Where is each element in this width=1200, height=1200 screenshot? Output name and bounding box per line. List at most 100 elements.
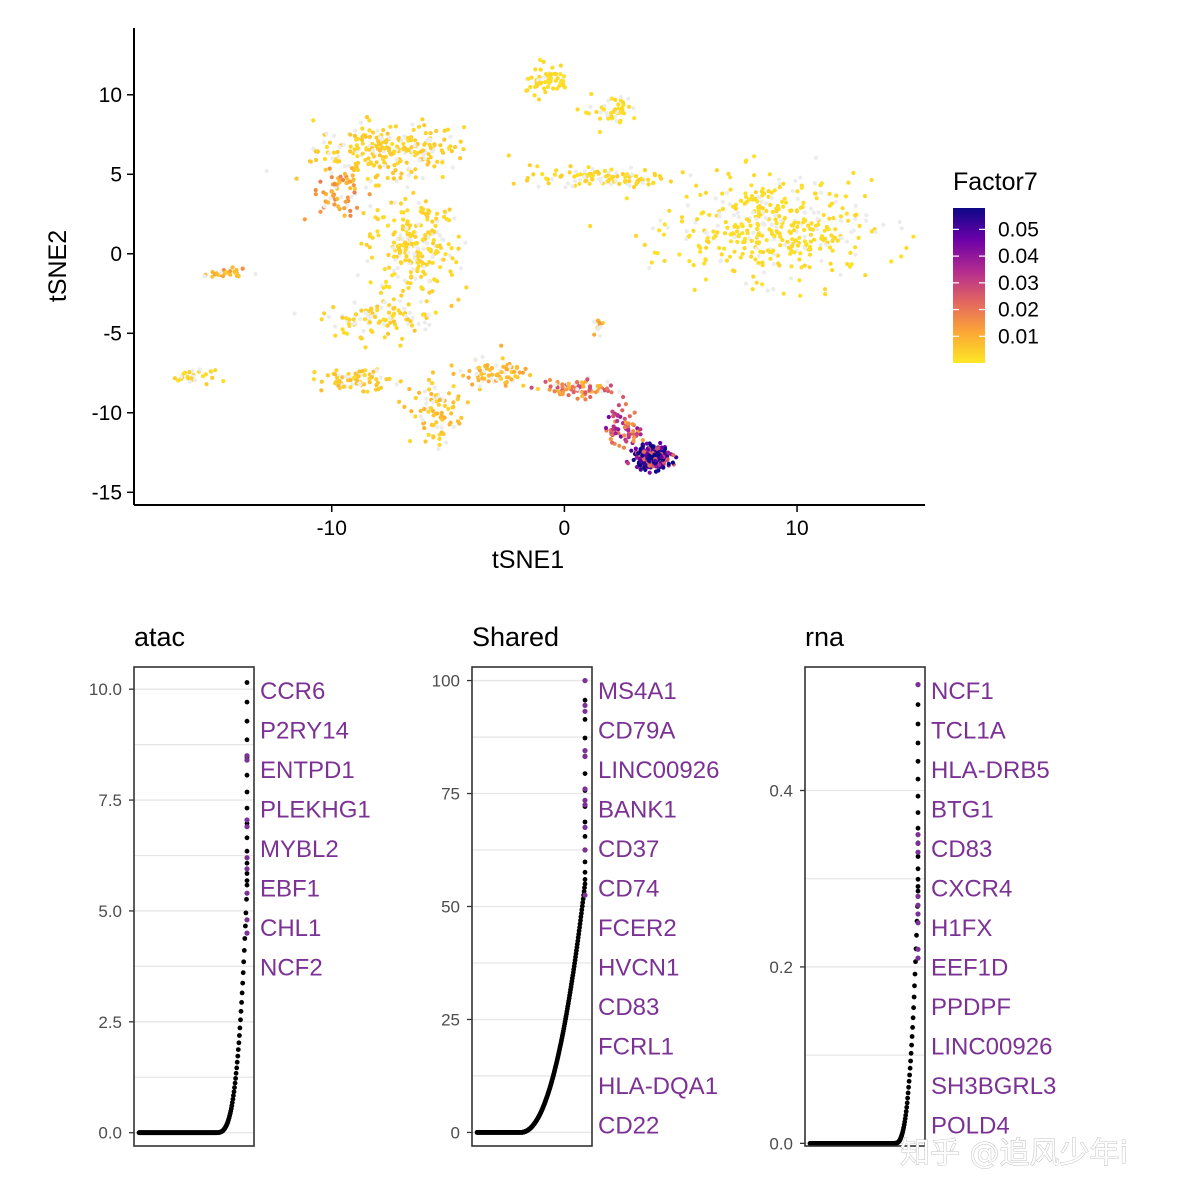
tsne-point [367,234,372,239]
tsne-point [627,183,632,188]
tsne-point [540,172,545,177]
tsne-point [425,138,430,143]
gene-label: CD79A [598,718,675,745]
tsne-point [395,144,400,149]
gene-label: TCL1A [931,718,1006,745]
tsne-point [647,453,652,458]
tsne-point [365,314,370,319]
tsne-point [801,217,807,222]
tsne-point [548,76,553,81]
gene-label: CCR6 [260,678,325,705]
loading-point [582,697,588,703]
loading-point [582,771,588,776]
tsne-point [742,236,748,241]
tsne-point [793,178,798,183]
tsne-point [812,191,818,196]
loading-point [240,970,246,976]
tsne-point [853,252,858,257]
tsne-point [351,183,356,188]
tsne-point [609,181,614,186]
tsne-point [208,369,213,374]
tsne-point [595,384,600,389]
tsne-point [467,368,472,374]
tsne-point [568,164,573,169]
tsne-point [456,234,461,239]
loading-point [582,869,588,875]
tsne-point [571,390,576,395]
tsne-point [391,149,397,154]
tsne-point [348,385,353,390]
tsne-point [336,383,341,388]
tsne-point [632,116,637,121]
tsne-point [379,305,384,310]
tsne-point [609,176,614,181]
tsne-point [581,384,586,389]
tsne-point [844,211,849,216]
tsne-point [228,269,233,274]
tsne-point [374,135,379,140]
tsne-point [754,216,759,221]
tsne-point [764,238,769,243]
tsne-point [777,214,782,219]
tsne-point [551,86,556,91]
tsne-point [864,218,869,223]
legend-title: Factor7 [953,168,1038,196]
tsne-point [427,322,432,327]
panel-tick-label: 0 [451,1123,460,1142]
tsne-point [558,63,563,68]
tsne-point [327,151,332,156]
panel-tick-label: 10.0 [89,680,122,699]
tsne-point [649,260,654,265]
highlighted-point [244,866,250,872]
loading-point [244,848,250,854]
legend-tick-label: 0.02 [998,299,1039,322]
tsne-point [397,299,402,304]
tsne-point [627,414,632,419]
tsne-point [324,131,329,136]
tsne-point [214,271,219,276]
tsne-point [702,261,707,266]
tsne-point [424,299,429,304]
loading-point [582,885,587,891]
tsne-point [853,216,858,221]
loading-point [241,959,247,965]
tsne-point [420,237,425,242]
highlighted-point [582,753,588,760]
tsne-point [782,242,787,247]
tsne-point [367,128,372,133]
tsne-point [614,178,619,183]
tsne-point [788,231,793,236]
tsne-point [536,184,541,189]
tsne-point [624,196,629,201]
panel-tick-label: 0.4 [769,781,793,800]
tsne-point [430,260,435,265]
tsne-point [573,179,578,184]
tsne-point [333,324,338,329]
tsne-point [495,377,500,382]
tsne-point [378,375,383,380]
panel-tick-label: 0.2 [769,958,793,977]
tsne-point [371,369,376,374]
tsne-point [401,217,406,222]
tsne-point [633,446,638,451]
tsne-point [376,139,381,144]
tsne-point [620,171,625,177]
tsne-point [621,111,627,116]
tsne-point [440,237,445,242]
tsne-point [626,96,631,101]
tsne-point [560,385,565,390]
tsne-point [661,232,667,237]
tsne-point [377,165,383,170]
tsne-point [398,233,403,238]
tsne-point [613,97,618,102]
tsne-point [772,213,778,218]
tsne-point [200,374,206,379]
tsne-point [415,266,420,271]
tsne-point [733,206,739,211]
tsne-point [773,217,778,222]
tsne-point [632,410,637,415]
loading-point [908,1058,913,1064]
tsne-point [767,227,772,232]
loading-point [244,772,250,778]
tsne-point [354,205,360,210]
